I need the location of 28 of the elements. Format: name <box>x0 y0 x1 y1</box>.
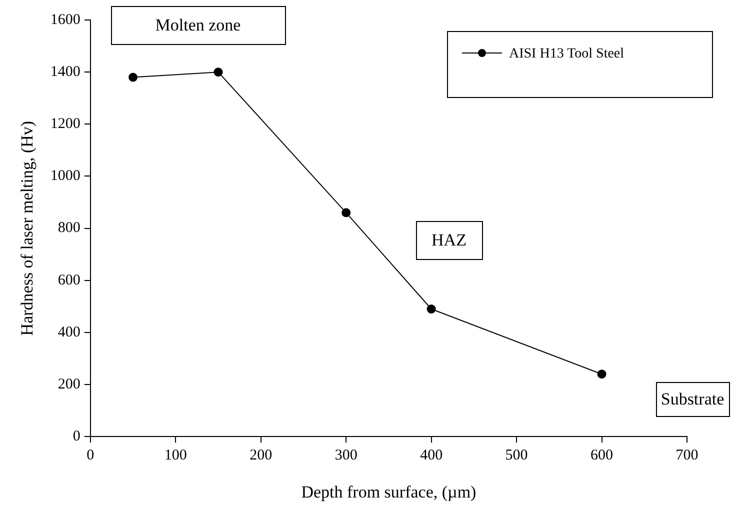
point <box>426 304 436 314</box>
annotation: Substrate <box>660 389 724 408</box>
x-axis-title: Depth from surface, (µm) <box>301 482 476 502</box>
point <box>214 68 223 77</box>
annotation: Molten zone <box>155 15 241 34</box>
annotation: HAZ <box>432 230 466 250</box>
y-tick-label: 1400 <box>50 64 80 80</box>
point <box>342 208 351 218</box>
y-tick-label: 1200 <box>50 116 80 132</box>
x-tick-label: 700 <box>676 448 698 464</box>
y-tick-label: 400 <box>58 324 80 340</box>
x-tick-label: 0 <box>86 448 94 464</box>
y-tick-label: 0 <box>72 428 80 445</box>
y-tick-label: 600 <box>58 272 80 288</box>
x-tick-label: 100 <box>164 448 187 464</box>
x-tick-label: 500 <box>505 448 528 464</box>
y-tick-label: 1600 <box>50 12 80 28</box>
x-tick-label: 400 <box>420 448 443 464</box>
y-tick-label: 200 <box>58 376 80 392</box>
legend-label: AISI H13 Tool Steel <box>509 46 624 62</box>
point <box>128 72 138 82</box>
point <box>597 370 606 379</box>
y-axis-title: Hardness of laser melting, (Hv) <box>18 120 37 336</box>
x-tick-label: 300 <box>334 448 358 464</box>
x-tick-label: 600 <box>590 448 614 464</box>
x-tick-label: 200 <box>250 448 272 464</box>
y-tick-label: 800 <box>58 220 80 236</box>
y-tick-label: 1000 <box>50 168 80 184</box>
